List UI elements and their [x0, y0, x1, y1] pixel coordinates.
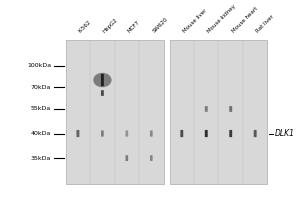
Text: Mouse liver: Mouse liver: [182, 8, 208, 34]
Text: 40kDa: 40kDa: [31, 131, 51, 136]
Text: Mouse heart: Mouse heart: [231, 6, 259, 34]
FancyBboxPatch shape: [125, 130, 128, 137]
Text: K-562: K-562: [78, 20, 92, 34]
FancyBboxPatch shape: [150, 155, 153, 161]
FancyBboxPatch shape: [180, 130, 183, 137]
FancyBboxPatch shape: [229, 130, 232, 137]
Text: SW620: SW620: [151, 17, 169, 34]
FancyBboxPatch shape: [254, 130, 256, 137]
Text: MCF7: MCF7: [127, 20, 141, 34]
Text: 55kDa: 55kDa: [31, 106, 51, 111]
Text: HepG2: HepG2: [102, 17, 119, 34]
Text: 35kDa: 35kDa: [31, 156, 51, 161]
FancyBboxPatch shape: [101, 90, 104, 96]
Text: 70kDa: 70kDa: [31, 85, 51, 90]
Bar: [66, 40, 164, 184]
Text: Mouse kidney: Mouse kidney: [206, 4, 237, 34]
FancyBboxPatch shape: [101, 74, 104, 86]
FancyBboxPatch shape: [205, 130, 208, 137]
Text: Rat liver: Rat liver: [255, 14, 275, 34]
Text: 100kDa: 100kDa: [27, 63, 51, 68]
FancyBboxPatch shape: [205, 106, 208, 112]
Text: DLK1: DLK1: [275, 129, 295, 138]
Ellipse shape: [93, 73, 112, 87]
Bar: [169, 40, 267, 184]
FancyBboxPatch shape: [229, 106, 232, 112]
FancyBboxPatch shape: [150, 130, 153, 137]
FancyBboxPatch shape: [125, 155, 128, 161]
FancyBboxPatch shape: [76, 130, 80, 137]
FancyBboxPatch shape: [101, 130, 104, 137]
